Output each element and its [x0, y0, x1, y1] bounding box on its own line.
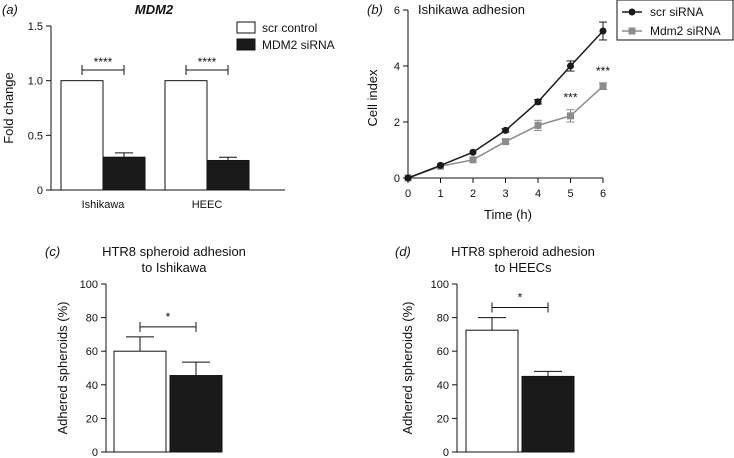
panel-a-legend: scr control MDM2 siRNA	[236, 21, 335, 52]
x-category-label: Ishikawa	[82, 199, 126, 211]
y-tick-label: 80	[437, 313, 449, 325]
panel-a-significance: **** ****	[81, 55, 229, 75]
data-point-circle	[404, 174, 412, 182]
y-tick-label: 20	[437, 413, 449, 425]
panel-b-label: (b)	[367, 2, 383, 17]
y-tick-label: 100	[80, 279, 98, 291]
panel-b-axes: 0 2 4 6 0 1 2 3 4 5 6	[394, 5, 606, 200]
panel-d-title-line1: HTR8 spheroid adhesion	[451, 244, 595, 259]
panel-c-title-line1: HTR8 spheroid adhesion	[102, 244, 246, 259]
significance-stars: ***	[563, 91, 577, 105]
bar	[465, 329, 519, 453]
panel-c-label: (c)	[45, 244, 60, 259]
y-tick-label: 0	[37, 185, 43, 197]
panel-b-significance: *** ***	[563, 64, 610, 105]
bar	[521, 375, 575, 453]
x-tick-label: 6	[600, 188, 606, 200]
y-tick-label: 60	[437, 346, 449, 358]
panel-b-xlabel: Time (h)	[484, 207, 532, 222]
bar	[206, 159, 250, 191]
panel-b-legend-box	[616, 0, 734, 41]
significance-stars: ***	[596, 64, 610, 78]
x-tick-label: 4	[535, 188, 541, 200]
panel-a-bars	[60, 80, 250, 191]
y-tick-label: 40	[437, 380, 449, 392]
x-tick-label: 0	[405, 188, 411, 200]
panel-a-ylabel: Fold change	[1, 72, 16, 144]
data-point-square	[599, 82, 607, 90]
panel-a: (a) MDM2 Fold change 0 0.5 1.0 1.5 Ishikawa…	[1, 2, 335, 211]
y-tick-label: 0	[92, 447, 98, 458]
data-point-square	[567, 112, 574, 120]
panel-c-title-line2: to Ishikawa	[141, 260, 207, 275]
data-point-circle	[599, 27, 607, 35]
panel-b-ylabel: Cell index	[365, 69, 380, 127]
x-tick-label: 3	[502, 188, 508, 200]
legend-label-scr-control: scr control	[262, 21, 317, 35]
panel-b-title: Ishikawa adhesion	[418, 2, 525, 17]
y-tick-label: 1.0	[28, 76, 43, 88]
y-tick-label: 6	[394, 5, 400, 17]
data-point-circle	[502, 126, 509, 134]
y-tick-label: 80	[86, 313, 98, 325]
panel-c-plot: 0 20 40 60 80 100 *	[80, 279, 223, 458]
bar	[169, 375, 223, 453]
x-tick-label: 1	[437, 188, 443, 200]
data-point-circle	[534, 98, 542, 106]
x-category-label: HEEC	[192, 199, 223, 211]
panel-d-ylabel: Adhered spheroids (%)	[400, 302, 415, 435]
legend-swatch-mdm2-sirna	[236, 38, 256, 51]
data-point-square	[502, 138, 509, 146]
panel-d-label: (d)	[395, 244, 411, 259]
panel-c: (c) HTR8 spheroid adhesion to Ishikawa A…	[45, 244, 246, 458]
x-tick-label: 5	[567, 188, 573, 200]
legend-label-mdm2-sirna: MDM2 siRNA	[262, 38, 335, 52]
y-tick-label: 0	[443, 447, 449, 458]
significance-stars: ****	[198, 55, 217, 69]
y-tick-label: 20	[86, 413, 98, 425]
legend-label-scr-sirna: scr siRNA	[650, 5, 703, 19]
y-tick-label: 2	[394, 117, 400, 129]
y-tick-label: 4	[394, 61, 400, 73]
data-point-circle	[469, 148, 477, 156]
legend-label-mdm2-sirna-b: Mdm2 siRNA	[650, 24, 721, 38]
y-tick-label: 100	[431, 279, 449, 291]
panel-a-label: (a)	[2, 2, 18, 17]
data-point-circle	[437, 161, 444, 169]
data-point-square	[469, 156, 477, 164]
panel-b-legend: scr siRNA Mdm2 siRNA	[616, 0, 734, 41]
panel-d: (d) HTR8 spheroid adhesion to HEECs Adhe…	[395, 244, 595, 458]
y-tick-label: 60	[86, 346, 98, 358]
data-point-square	[534, 121, 542, 129]
significance-star: *	[518, 291, 523, 305]
panel-a-x-labels: Ishikawa HEEC	[82, 199, 223, 211]
y-tick-label: 0.5	[28, 130, 43, 142]
panel-a-title: MDM2	[135, 2, 174, 17]
panel-d-plot: 0 20 40 60 80 100 *	[431, 279, 575, 458]
panel-b-series	[404, 21, 607, 182]
legend-marker-mdm2-sirna	[628, 27, 636, 35]
y-tick-label: 0	[394, 173, 400, 185]
panel-b: (b) Ishikawa adhesion Cell index Time (h…	[365, 0, 734, 222]
y-tick-label: 1.5	[28, 21, 43, 33]
significance-star: *	[166, 310, 171, 324]
legend-marker-scr-sirna	[628, 8, 636, 16]
panel-c-ylabel: Adhered spheroids (%)	[55, 302, 70, 435]
legend-swatch-scr-control	[236, 21, 256, 34]
bar	[164, 80, 208, 191]
y-tick-label: 40	[86, 380, 98, 392]
data-point-circle	[567, 62, 574, 70]
x-tick-label: 2	[470, 188, 476, 200]
bar	[60, 80, 104, 191]
significance-stars: ****	[94, 55, 113, 69]
bar	[113, 350, 167, 453]
bar	[102, 156, 146, 191]
panel-d-title-line2: to HEECs	[494, 260, 552, 275]
